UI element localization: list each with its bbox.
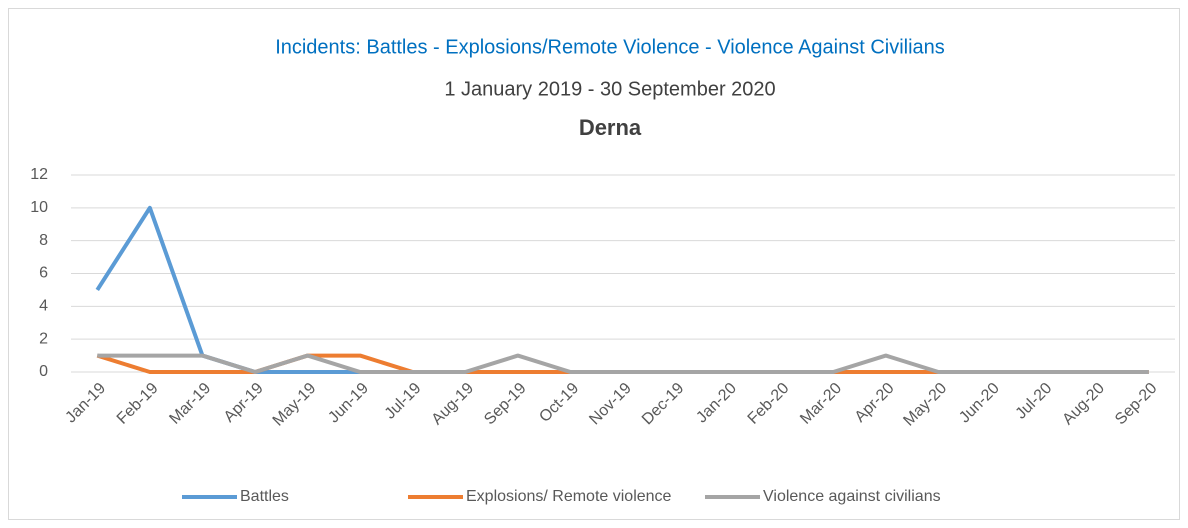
y-tick-label: 0: [39, 363, 48, 380]
legend-label: Violence against civilians: [763, 488, 941, 505]
y-tick-label: 12: [30, 166, 48, 183]
y-tick-label: 8: [39, 232, 48, 249]
chart-title: Incidents: Battles - Explosions/Remote V…: [275, 36, 945, 58]
y-tick-label: 4: [39, 298, 48, 315]
series-line: [97, 353, 1149, 374]
y-tick-label: 6: [39, 265, 48, 282]
legend-label: Explosions/ Remote violence: [466, 488, 672, 505]
chart-border: [8, 8, 1180, 520]
y-tick-label: 2: [39, 330, 48, 347]
chart-location: Derna: [579, 115, 642, 140]
legend-label: Battles: [240, 488, 289, 505]
chart-subtitle: 1 January 2019 - 30 September 2020: [444, 78, 775, 100]
y-tick-label: 10: [30, 199, 48, 216]
